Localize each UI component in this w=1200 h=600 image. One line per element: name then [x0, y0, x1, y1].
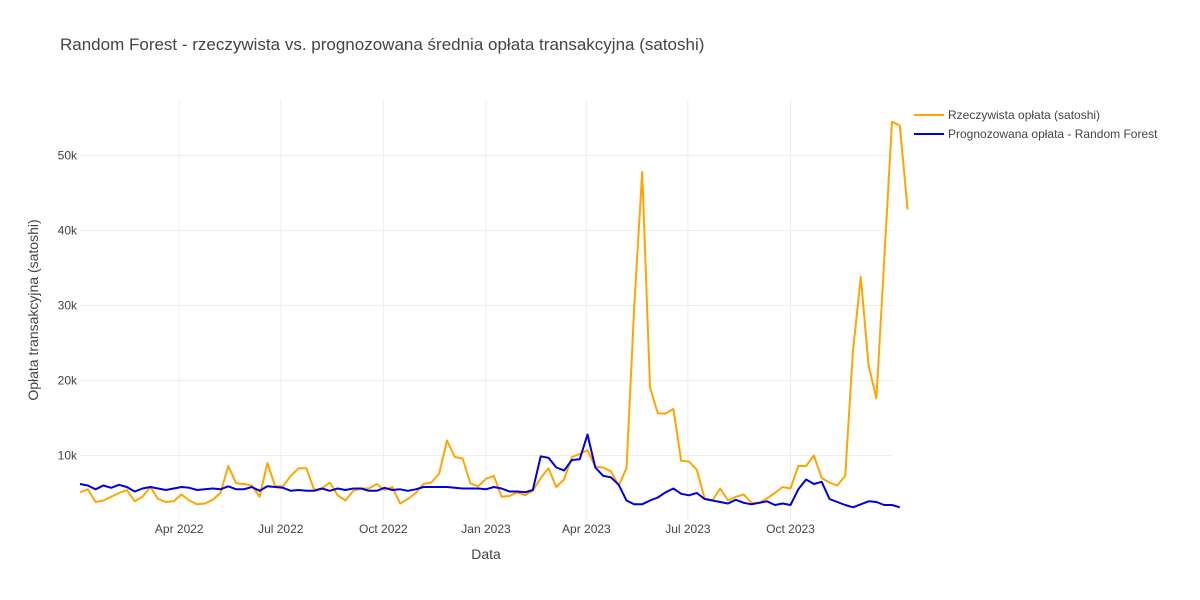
y-axis-ticks: 10k 20k 30k 40k 50k [58, 149, 78, 463]
x-tick-label: Apr 2023 [562, 522, 611, 536]
chart-title: Random Forest - rzeczywista vs. prognozo… [60, 35, 704, 54]
y-tick-label: 30k [58, 299, 78, 313]
y-tick-label: 10k [58, 449, 78, 463]
legend-label-actual[interactable]: Rzeczywista opłata (satoshi) [948, 108, 1100, 122]
x-tick-label: Oct 2023 [766, 522, 815, 536]
legend-label-forecast[interactable]: Prognozowana opłata - Random Forest [948, 127, 1158, 141]
series-lines [79, 120, 909, 509]
x-tick-label: Jul 2022 [258, 522, 304, 536]
grid [80, 100, 892, 520]
series-line-forecast[interactable] [79, 433, 901, 509]
x-tick-label: Oct 2022 [359, 522, 408, 536]
y-tick-label: 20k [58, 374, 78, 388]
x-tick-label: Jan 2023 [461, 522, 511, 536]
x-axis-title: Data [471, 546, 501, 562]
x-tick-label: Jul 2023 [665, 522, 711, 536]
series-line-actual[interactable] [79, 120, 909, 506]
x-axis-ticks: Apr 2022 Jul 2022 Oct 2022 Jan 2023 Apr 2023… [155, 522, 815, 536]
x-tick-label: Apr 2022 [155, 522, 204, 536]
y-tick-label: 40k [58, 224, 78, 238]
legend: Rzeczywista opłata (satoshi) Prognozowan… [914, 108, 1158, 141]
y-axis-title: Opłata transakcyjna (satoshi) [25, 219, 41, 400]
y-tick-label: 50k [58, 149, 78, 163]
